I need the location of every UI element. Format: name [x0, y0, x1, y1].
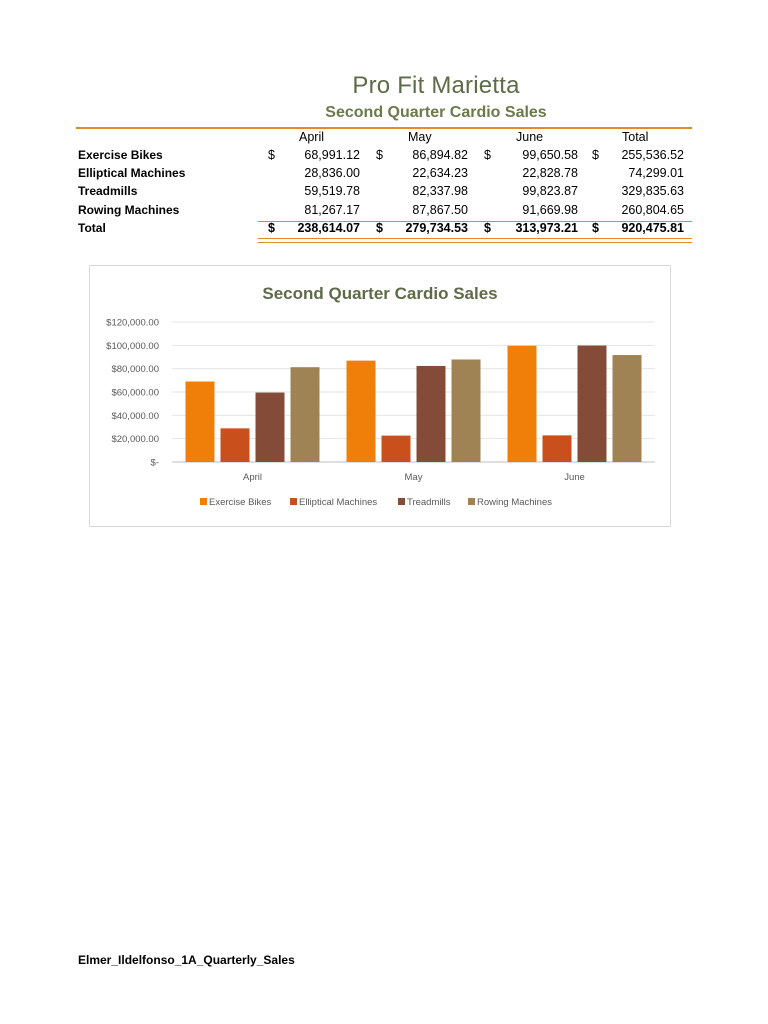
- y-tick-label: $120,000.00: [106, 318, 159, 329]
- chart-container: Second Quarter Cardio Sales $- $20,000.00 $…: [89, 265, 671, 527]
- table-cell: 68,991.12: [304, 148, 360, 162]
- total-rule-double: [258, 238, 692, 243]
- table-cell: 86,894.82: [412, 148, 468, 162]
- table-cell: 920,475.81: [621, 221, 684, 235]
- y-tick-label: $60,000.00: [111, 388, 159, 399]
- y-tick-label: $20,000.00: [111, 434, 159, 445]
- y-tick-label: $80,000.00: [111, 364, 159, 375]
- currency-symbol: $: [592, 221, 599, 235]
- total-rule-top: [258, 221, 692, 222]
- y-tick-label: $40,000.00: [111, 411, 159, 422]
- row-label: Elliptical Machines: [78, 166, 186, 180]
- table-cell: 82,337.98: [412, 184, 468, 198]
- row-label: Treadmills: [78, 184, 138, 198]
- table-cell: 313,973.21: [515, 221, 578, 235]
- column-header: May: [408, 130, 432, 144]
- table-cell: 91,669.98: [522, 203, 578, 217]
- sales-chart: Second Quarter Cardio Sales $- $20,000.00 $…: [106, 284, 655, 508]
- table-cell: 28,836.00: [304, 166, 360, 180]
- row-label: Exercise Bikes: [78, 148, 163, 162]
- currency-symbol: $: [376, 148, 383, 162]
- bar-treadmills: [416, 365, 446, 462]
- table-cell: 22,634.23: [412, 166, 468, 180]
- title-divider: [76, 127, 692, 129]
- table-cell: 59,519.78: [304, 184, 360, 198]
- bar-elliptical-machines: [381, 435, 411, 462]
- bar-treadmills: [577, 345, 607, 462]
- legend-swatch: [290, 498, 297, 505]
- row-label: Rowing Machines: [78, 203, 180, 217]
- table-cell: 87,867.50: [412, 203, 468, 217]
- page-subtitle: Second Quarter Cardio Sales: [325, 104, 547, 121]
- legend-swatch: [398, 498, 405, 505]
- x-tick-label: June: [564, 472, 585, 483]
- x-tick-label: April: [243, 472, 262, 483]
- table-cell: 74,299.01: [628, 166, 684, 180]
- table-cell: 99,650.58: [522, 148, 578, 162]
- column-header: June: [516, 130, 544, 144]
- legend-label: Treadmills: [407, 497, 451, 508]
- table-cell: 99,823.87: [522, 184, 578, 198]
- table-cell: 279,734.53: [405, 221, 468, 235]
- column-header: April: [299, 130, 325, 144]
- row-label: Total: [78, 221, 106, 235]
- legend-swatch: [468, 498, 475, 505]
- y-tick-label: $100,000.00: [106, 341, 159, 352]
- bar-exercise-bikes: [346, 360, 376, 462]
- currency-symbol: $: [268, 221, 275, 235]
- table-cell: 255,536.52: [621, 148, 684, 162]
- table-cell: 329,835.63: [621, 184, 684, 198]
- currency-symbol: $: [592, 148, 599, 162]
- bar-rowing-machines: [451, 359, 481, 462]
- legend-swatch: [200, 498, 207, 505]
- footer-filename: Elmer_Ildelfonso_1A_Quarterly_Sales: [78, 953, 295, 967]
- x-tick-label: May: [405, 472, 423, 483]
- currency-symbol: $: [484, 221, 491, 235]
- table-cell: 81,267.17: [304, 203, 360, 217]
- bar-exercise-bikes: [507, 345, 537, 462]
- table-cell: 22,828.78: [522, 166, 578, 180]
- legend-label: Elliptical Machines: [299, 497, 377, 508]
- bar-treadmills: [255, 392, 285, 462]
- legend-label: Rowing Machines: [477, 497, 552, 508]
- bar-rowing-machines: [612, 355, 642, 462]
- legend-label: Exercise Bikes: [209, 497, 272, 508]
- bar-elliptical-machines: [220, 428, 250, 462]
- bar-exercise-bikes: [185, 381, 215, 462]
- column-header: Total: [622, 130, 649, 144]
- page-title: Pro Fit Marietta: [352, 72, 520, 99]
- bar-rowing-machines: [290, 367, 320, 462]
- chart-title: Second Quarter Cardio Sales: [262, 284, 497, 303]
- y-tick-label: $-: [151, 458, 159, 469]
- currency-symbol: $: [376, 221, 383, 235]
- currency-symbol: $: [484, 148, 491, 162]
- currency-symbol: $: [268, 148, 275, 162]
- bar-elliptical-machines: [542, 435, 572, 462]
- table-cell: 238,614.07: [297, 221, 360, 235]
- table-cell: 260,804.65: [621, 203, 684, 217]
